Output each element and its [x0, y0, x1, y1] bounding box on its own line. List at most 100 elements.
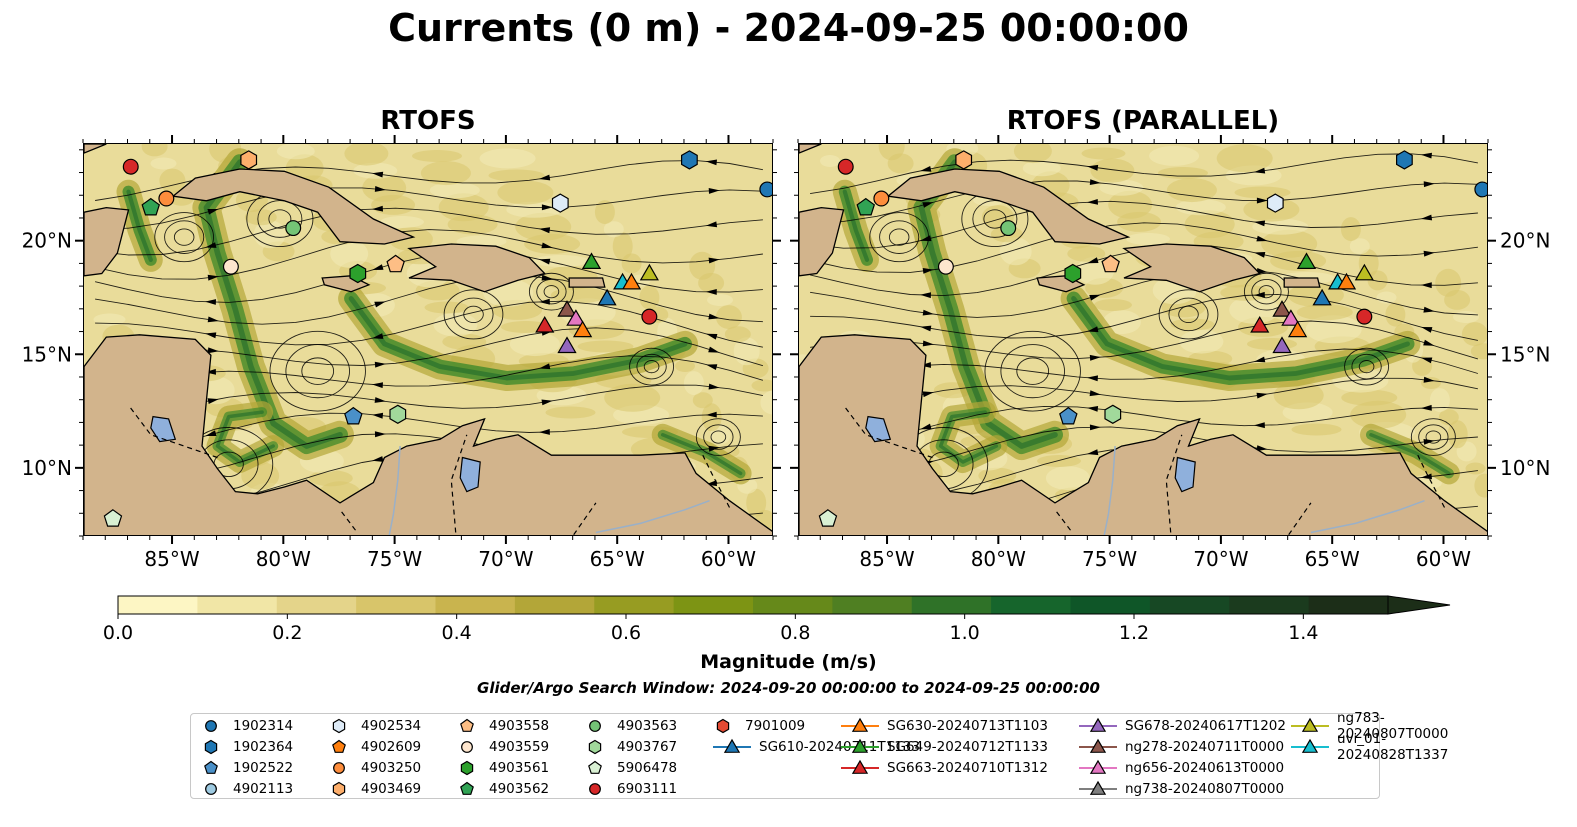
x-tick-label: 75°W: [1082, 547, 1137, 571]
platform-marker[interactable]: [557, 336, 577, 354]
legend-marker-icon[interactable]: [332, 739, 346, 753]
legend-marker-icon[interactable]: [851, 717, 869, 732]
legend-marker-icon[interactable]: [205, 783, 217, 795]
legend-marker-icon[interactable]: [1301, 717, 1319, 732]
platform-marker[interactable]: [389, 404, 407, 424]
legend-marker-icon[interactable]: [589, 720, 601, 732]
legend-label: 1902522: [233, 760, 294, 776]
x-tick-label: 60°W: [701, 547, 756, 571]
legend-marker-icon[interactable]: [588, 739, 602, 755]
legend-marker-icon[interactable]: [205, 720, 217, 732]
legend-marker-icon[interactable]: [1089, 759, 1107, 774]
platform-marker[interactable]: [344, 406, 363, 425]
platform-marker[interactable]: [572, 320, 593, 338]
platform-marker[interactable]: [551, 193, 569, 213]
platform-marker[interactable]: [1266, 193, 1284, 213]
platform-marker[interactable]: [1059, 406, 1078, 425]
legend-label: 4902534: [361, 718, 422, 734]
platform-marker[interactable]: [1104, 404, 1122, 424]
platform-marker[interactable]: [1064, 263, 1082, 284]
platform-marker[interactable]: [535, 316, 555, 333]
colorbar-segment: [1149, 596, 1230, 614]
platform-marker[interactable]: [1296, 252, 1317, 270]
legend-marker-icon[interactable]: [588, 760, 602, 774]
legend-marker-icon[interactable]: [204, 739, 218, 755]
legend-marker-icon[interactable]: [589, 783, 601, 795]
platform-marker[interactable]: [837, 158, 854, 175]
legend-item: 1902314: [201, 716, 293, 736]
legend-marker-icon[interactable]: [460, 760, 474, 776]
colorbar-tick-label: 0.4: [441, 622, 472, 644]
legend-marker-icon[interactable]: [1301, 738, 1319, 753]
legend-label: SG630-20240713T1103: [887, 718, 1048, 734]
platform-marker[interactable]: [873, 190, 890, 207]
legend-marker-icon[interactable]: [1089, 717, 1107, 732]
platform-marker[interactable]: [818, 509, 838, 527]
platform-marker[interactable]: [122, 158, 139, 175]
platform-marker[interactable]: [285, 220, 302, 237]
platform-marker[interactable]: [349, 263, 367, 284]
platform-marker[interactable]: [1000, 220, 1017, 237]
legend-item: SG663-20240710T1312: [841, 758, 1048, 778]
platform-marker[interactable]: [222, 258, 239, 275]
platform-marker[interactable]: [856, 197, 876, 216]
legend-marker-icon[interactable]: [332, 781, 346, 797]
legend-label: ng278-20240711T0000: [1125, 739, 1285, 755]
platform-marker[interactable]: [1101, 254, 1120, 273]
platform-marker[interactable]: [1281, 309, 1301, 326]
platform-marker[interactable]: [557, 300, 577, 317]
legend-item: ng738-20240807T0000: [1079, 779, 1284, 799]
platform-marker[interactable]: [103, 509, 123, 527]
platform-marker[interactable]: [1336, 272, 1357, 290]
platform-marker[interactable]: [1354, 263, 1374, 281]
platform-marker[interactable]: [641, 308, 658, 325]
legend-marker-icon[interactable]: [332, 718, 346, 734]
y-tick-label: 20°N: [22, 229, 72, 253]
platform-marker[interactable]: [1272, 336, 1292, 354]
legend-marker-icon[interactable]: [851, 738, 869, 753]
platform-marker[interactable]: [1287, 320, 1308, 338]
legend-label: 4903562: [489, 781, 550, 797]
legend-marker-icon[interactable]: [1089, 780, 1107, 795]
platform-marker[interactable]: [759, 181, 773, 198]
platform-marker[interactable]: [1474, 181, 1488, 198]
legend-marker-icon[interactable]: [1089, 738, 1107, 753]
legend-label: 4902113: [233, 781, 294, 797]
platform-marker[interactable]: [240, 150, 258, 170]
platform-marker[interactable]: [386, 254, 405, 273]
legend-item: 4902534: [329, 716, 421, 736]
colorbar-title: Magnitude (m/s): [700, 651, 877, 673]
platform-marker[interactable]: [1272, 300, 1292, 317]
legend-marker-icon[interactable]: [460, 781, 474, 795]
platform-marker[interactable]: [680, 150, 698, 170]
platform-marker[interactable]: [937, 258, 954, 275]
legend-item: ng656-20240613T0000: [1079, 758, 1284, 778]
y-tick-label: 15°N: [1500, 342, 1550, 366]
legend-marker-icon[interactable]: [461, 741, 473, 753]
legend-marker-icon[interactable]: [460, 718, 474, 732]
platform-marker[interactable]: [1356, 308, 1373, 325]
platform-marker[interactable]: [141, 197, 161, 216]
legend-label: ng738-20240807T0000: [1125, 781, 1285, 797]
platform-marker[interactable]: [158, 190, 175, 207]
map-panel-rtofs[interactable]: [83, 143, 773, 536]
colorbar: [117, 595, 1451, 619]
platform-marker[interactable]: [597, 288, 617, 306]
legend-marker-icon[interactable]: [851, 759, 869, 774]
legend-marker-icon[interactable]: [204, 760, 218, 774]
legend-label: 7901009: [745, 718, 806, 734]
platform-marker[interactable]: [566, 309, 586, 326]
platform-marker[interactable]: [621, 272, 642, 290]
platform-marker[interactable]: [1250, 316, 1270, 333]
platform-marker[interactable]: [955, 150, 973, 170]
platform-marker[interactable]: [639, 263, 659, 281]
legend-label: 6903111: [617, 781, 678, 797]
map-panel-rtofs-parallel[interactable]: [798, 143, 1488, 536]
platform-marker[interactable]: [581, 252, 602, 270]
legend-marker-icon[interactable]: [333, 762, 345, 774]
legend-marker-icon[interactable]: [723, 738, 741, 753]
platform-marker[interactable]: [1395, 150, 1413, 170]
legend-marker-icon[interactable]: [716, 718, 730, 734]
platform-marker[interactable]: [1312, 288, 1332, 306]
x-tick-label: 85°W: [859, 547, 914, 571]
